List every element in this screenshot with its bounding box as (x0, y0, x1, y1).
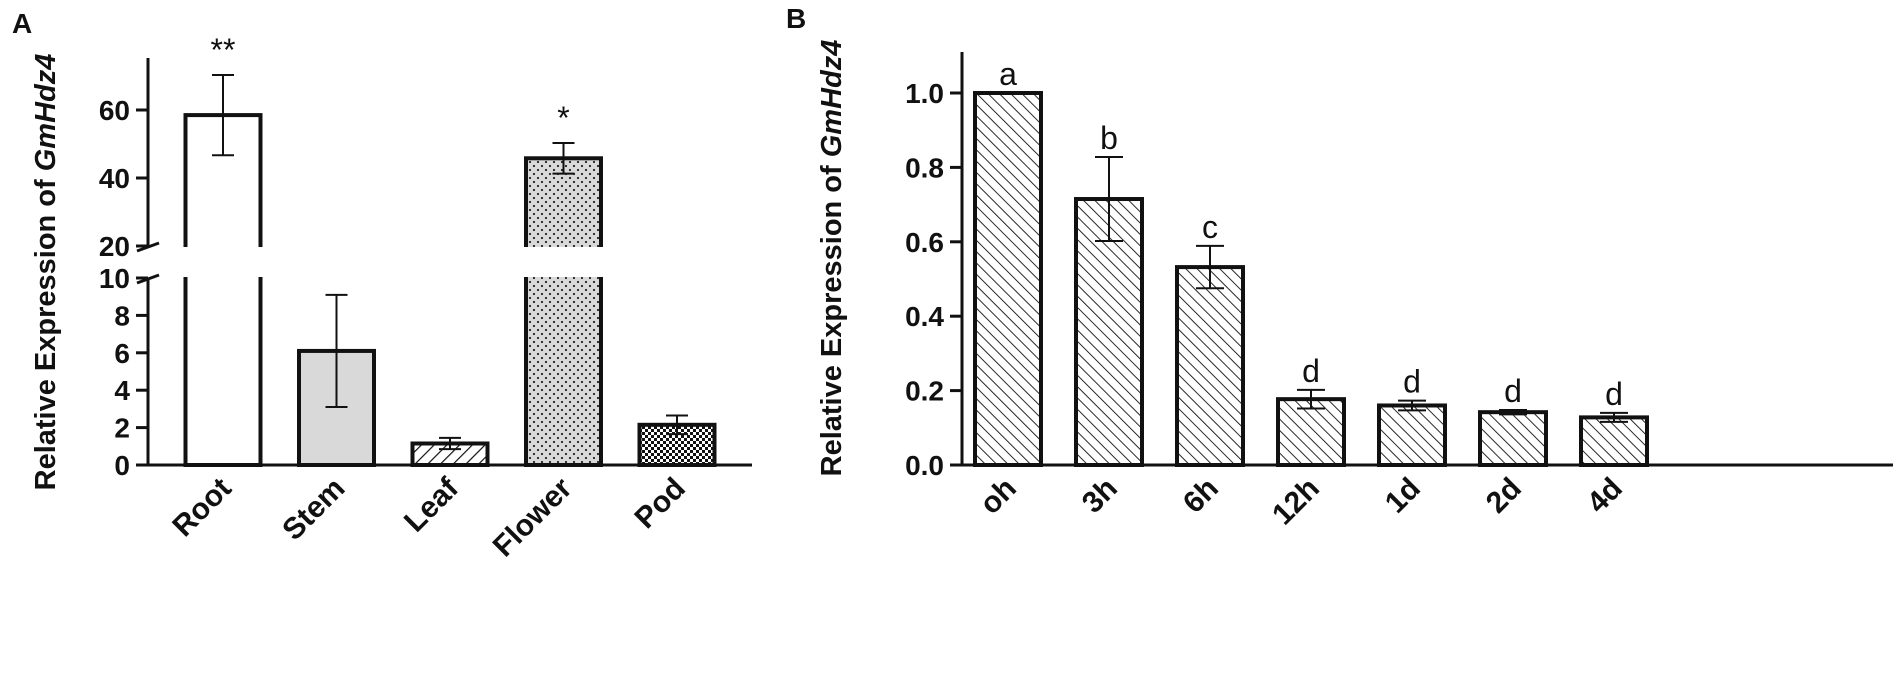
group-letter: b (1100, 120, 1118, 156)
y-tick-label: 8 (114, 300, 130, 331)
y-tick-label: 0.4 (905, 301, 944, 332)
y-tick-label: 0.2 (905, 376, 944, 407)
x-tick-label-oh: oh (974, 472, 1023, 521)
y-tick-label: 0.6 (905, 227, 944, 258)
x-tick-label-root: Root (166, 472, 238, 544)
y-tick-label: 10 (99, 263, 130, 294)
y-tick-label: 20 (99, 231, 130, 262)
y-tick-label: 0.8 (905, 152, 944, 183)
x-tick-label-1d: 1d (1379, 472, 1427, 520)
x-tick-label-stem: Stem (276, 472, 351, 547)
bar-12h (1276, 397, 1346, 468)
y-tick-label: 40 (99, 163, 130, 194)
significance-label: ** (211, 32, 236, 68)
x-tick-label-3h: 3h (1076, 472, 1124, 520)
group-letter: d (1504, 373, 1522, 409)
y-tick-label: 0 (114, 450, 130, 481)
x-tick-label-flower: Flower (487, 471, 579, 563)
panel-a-x-tick-labels: Root Stem Leaf Flower Pod (166, 471, 692, 563)
x-tick-label-leaf: Leaf (398, 471, 466, 539)
bar-1d (1377, 403, 1447, 468)
bar-6h (1175, 265, 1245, 468)
x-tick-label-2d: 2d (1480, 472, 1528, 520)
y-tick-label: 6 (114, 338, 130, 369)
bar-flower (524, 156, 603, 467)
significance-label: * (557, 100, 569, 136)
axis-break-gap (522, 247, 605, 277)
y-tick-label: 2 (114, 413, 130, 444)
x-tick-label-6h: 6h (1177, 472, 1225, 520)
panel-b-x-tick-labels: oh 3h 6h 12h 1d 2d 4d (974, 472, 1629, 532)
group-letter: d (1605, 376, 1623, 412)
x-tick-label-4d: 4d (1581, 472, 1629, 520)
panel-b-ylabel: Relative Expression of GmHdz4 (816, 40, 848, 477)
group-letter: c (1202, 209, 1218, 245)
panel-b: B Relative Expression of GmHdz4 0.00.20.… (786, 3, 1893, 532)
bar-oh (973, 91, 1043, 467)
panel-a-ylabel: Relative Expression of GmHdz4 (30, 54, 62, 491)
group-letter: a (999, 56, 1017, 92)
panel-a-bars: *** (181, 32, 717, 468)
y-tick-label: 1.0 (905, 78, 944, 109)
bar-4d (1579, 415, 1649, 468)
y-tick-label: 0.0 (905, 450, 944, 481)
x-tick-label-pod: Pod (629, 472, 692, 535)
bar-2d (1478, 410, 1548, 467)
x-tick-label-12h: 12h (1266, 472, 1326, 532)
y-tick-label: 60 (99, 95, 130, 126)
panel-b-bars: a b c d d d d (973, 56, 1649, 468)
panel-b-label: B (786, 3, 806, 34)
group-letter: d (1403, 364, 1421, 400)
panel-a: A Relative Expression of GmHdz4 0 2 4 6 8 102… (12, 8, 752, 563)
panel-b-y-ticks: 0.0 0.2 0.4 0.6 0.8 1.0 (905, 78, 962, 481)
axis-break-gap (181, 247, 265, 277)
y-tick-label: 4 (114, 375, 130, 406)
panel-a-label: A (12, 8, 32, 39)
group-letter: d (1302, 353, 1320, 389)
bar-root (183, 113, 263, 467)
bar-3h (1074, 197, 1144, 468)
